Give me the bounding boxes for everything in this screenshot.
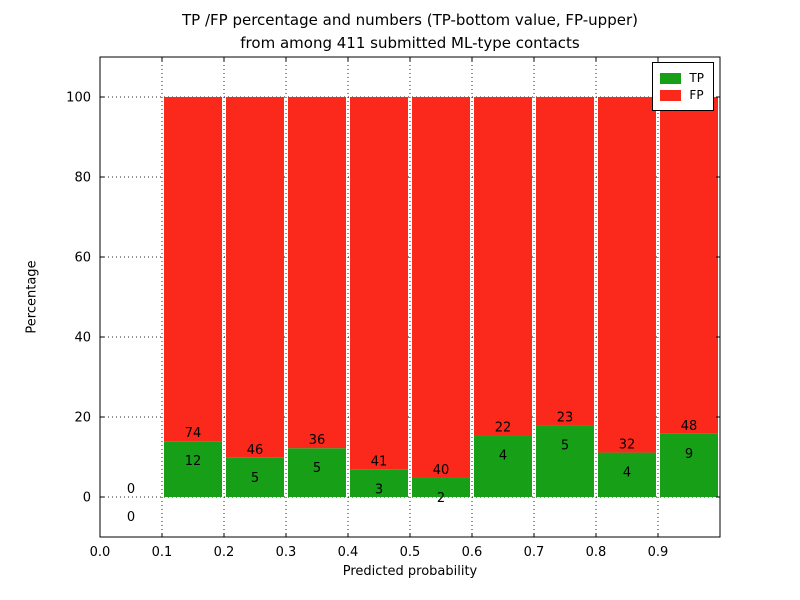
fp-count-label: 74: [185, 426, 202, 441]
fp-bar-segment: [350, 97, 408, 470]
fp-bar-segment: [474, 97, 532, 436]
tp-count-label: 4: [499, 448, 507, 463]
x-tick-label: 0.2: [214, 545, 235, 560]
fp-count-label: 22: [495, 420, 512, 435]
tp-count-label: 5: [251, 471, 259, 486]
fp-bar-segment: [288, 97, 346, 449]
fp-color-swatch: [660, 89, 682, 101]
fp-count-label: 48: [681, 419, 698, 434]
y-tick-label: 40: [74, 331, 91, 346]
tp-bar-segment: [598, 452, 656, 497]
fp-count-label: 32: [619, 438, 636, 453]
tp-count-label: 0: [127, 510, 135, 525]
fp-count-label: 0: [127, 482, 135, 497]
y-tick-label: 100: [66, 91, 91, 106]
fp-bar-segment: [412, 97, 470, 478]
tp-bar-segment: [536, 425, 594, 497]
fp-count-label: 36: [309, 433, 326, 448]
legend: TP FP: [652, 62, 714, 111]
tp-bar-segment: [474, 435, 532, 497]
fp-count-label: 46: [247, 443, 264, 458]
legend-item-tp: TP: [660, 71, 704, 85]
legend-item-fp: FP: [660, 88, 704, 102]
x-tick-label: 0.4: [338, 545, 359, 560]
x-tick-label: 0.3: [276, 545, 297, 560]
tp-count-label: 12: [185, 454, 202, 469]
legend-label-tp: TP: [689, 71, 704, 85]
x-tick-label: 0.7: [524, 545, 545, 560]
tp-count-label: 9: [685, 447, 693, 462]
tp-bar-segment: [350, 469, 408, 497]
x-tick-label: 0.0: [90, 545, 111, 560]
tp-count-label: 2: [437, 491, 445, 506]
tp-count-label: 4: [623, 466, 631, 481]
chart-title: TP /FP percentage and numbers (TP-bottom…: [100, 9, 720, 54]
x-tick-label: 0.1: [152, 545, 173, 560]
y-axis-label: Percentage: [24, 260, 40, 334]
y-tick-label: 0: [83, 491, 91, 506]
x-tick-label: 0.5: [400, 545, 421, 560]
legend-label-fp: FP: [689, 88, 704, 102]
y-tick-label: 60: [74, 251, 91, 266]
tp-count-label: 3: [375, 483, 383, 498]
tp-bar-segment: [288, 448, 346, 497]
tp-bar-segment: [660, 433, 718, 497]
tp-count-label: 5: [313, 461, 321, 476]
fp-bar-segment: [226, 97, 284, 458]
tp-bar-segment: [412, 477, 470, 497]
fp-bar-segment: [164, 97, 222, 442]
tp-color-swatch: [660, 72, 682, 84]
fp-bar-segment: [660, 97, 718, 434]
chart-title-line2: from among 411 submitted ML-type contact…: [240, 33, 580, 52]
fp-count-label: 40: [433, 463, 450, 478]
x-axis-label: Predicted probability: [342, 564, 478, 579]
y-tick-label: 80: [74, 171, 91, 186]
tp-count-label: 5: [561, 439, 569, 454]
x-tick-label: 0.9: [648, 545, 669, 560]
x-tick-label: 0.8: [586, 545, 607, 560]
fp-bar-segment: [598, 97, 656, 453]
y-tick-label: 20: [74, 411, 91, 426]
tp-bar-segment: [226, 457, 284, 497]
fp-count-label: 41: [371, 455, 388, 470]
tp-bar-segment: [164, 441, 222, 497]
x-tick-label: 0.6: [462, 545, 483, 560]
chart-title-line1: TP /FP percentage and numbers (TP-bottom…: [182, 11, 638, 29]
fp-bar-segment: [536, 97, 594, 426]
fp-count-label: 23: [557, 411, 574, 426]
